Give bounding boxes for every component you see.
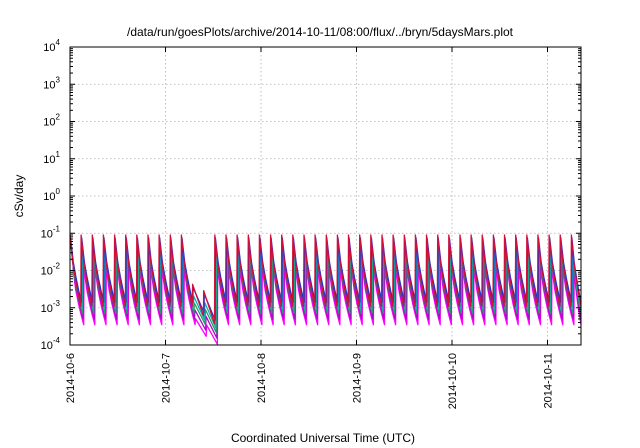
y-tick-label: 10-3: [41, 299, 61, 315]
x-tick-label: 2014-10-11: [543, 353, 555, 408]
y-tick-label: 10-2: [41, 262, 61, 278]
x-tick-label: 2014-10-7: [161, 353, 173, 403]
x-tick-label: 2014-10-6: [65, 353, 77, 403]
series-group: [69, 234, 582, 345]
y-tick-label: 103: [43, 75, 60, 91]
y-tick-label: 104: [43, 38, 60, 54]
chart-title: /data/run/goesPlots/archive/2014-10-11/0…: [127, 25, 514, 39]
y-tick-labels: 10-4 10-3 10-2 10-1 100 101 102 103 104: [41, 38, 61, 352]
y-tick-label: 101: [43, 150, 60, 166]
x-tick-label: 2014-10-8: [256, 353, 268, 403]
series-line-2: [69, 237, 582, 321]
x-tick-label: 2014-10-9: [352, 353, 364, 403]
ticks: [69, 46, 581, 346]
y-tick-label: 100: [43, 187, 60, 203]
y-axis-label: cSv/day: [12, 175, 26, 218]
x-tick-label: 2014-10-10: [447, 353, 459, 409]
x-axis-label: Coordinated Universal Time (UTC): [231, 431, 415, 445]
y-tick-label: 10-1: [41, 224, 61, 240]
y-tick-label: 10-4: [41, 336, 61, 352]
y-tick-label: 102: [43, 113, 60, 129]
x-tick-labels: 2014-10-6 2014-10-7 2014-10-8 2014-10-9 2014…: [65, 353, 555, 409]
series-line-6: [72, 266, 582, 345]
series-line-1: [69, 234, 582, 325]
